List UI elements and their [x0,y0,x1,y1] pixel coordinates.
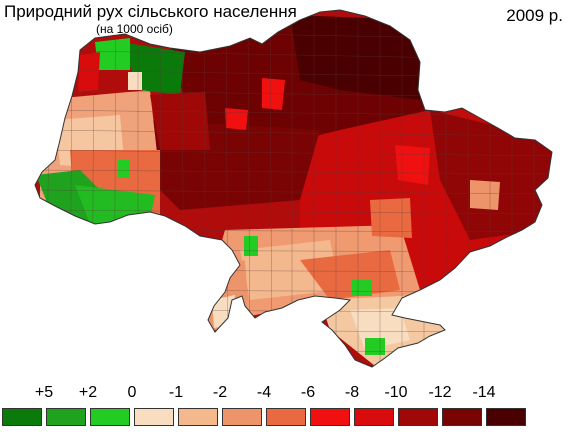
legend-label: -14 [472,384,496,401]
legend-label: -12 [428,384,452,401]
legend-swatch [2,408,42,426]
country-outline [34,9,553,368]
legend-labels: +5 +2 0 -1 -2 -4 -6 -8 -10 -12 -14 [0,384,571,404]
ukraine-choropleth-map [34,9,553,368]
legend-swatch [46,408,86,426]
legend-swatch [486,408,526,426]
region-fills [35,10,552,367]
legend-label: 0 [127,384,137,401]
legend-swatches [2,408,526,426]
legend-label: -1 [168,384,184,401]
legend-label: -8 [344,384,360,401]
legend-label: -10 [384,384,408,401]
legend: +5 +2 0 -1 -2 -4 -6 -8 -10 -12 -14 [0,384,571,434]
legend-swatch [178,408,218,426]
legend-label: +5 [34,384,54,401]
legend-label: -2 [212,384,228,401]
map-subtitle: (на 1000 осіб) [96,22,173,36]
legend-swatch [398,408,438,426]
legend-swatch [90,408,130,426]
legend-swatch [310,408,350,426]
legend-swatch [354,408,394,426]
legend-label: -6 [300,384,316,401]
map-title: Природний рух сільського населення [4,2,297,21]
legend-label: -4 [256,384,272,401]
legend-label: +2 [78,384,98,401]
map-year: 2009 р. [506,6,563,25]
legend-swatch [266,408,306,426]
legend-swatch [134,408,174,426]
legend-swatch [222,408,262,426]
legend-swatch [442,408,482,426]
